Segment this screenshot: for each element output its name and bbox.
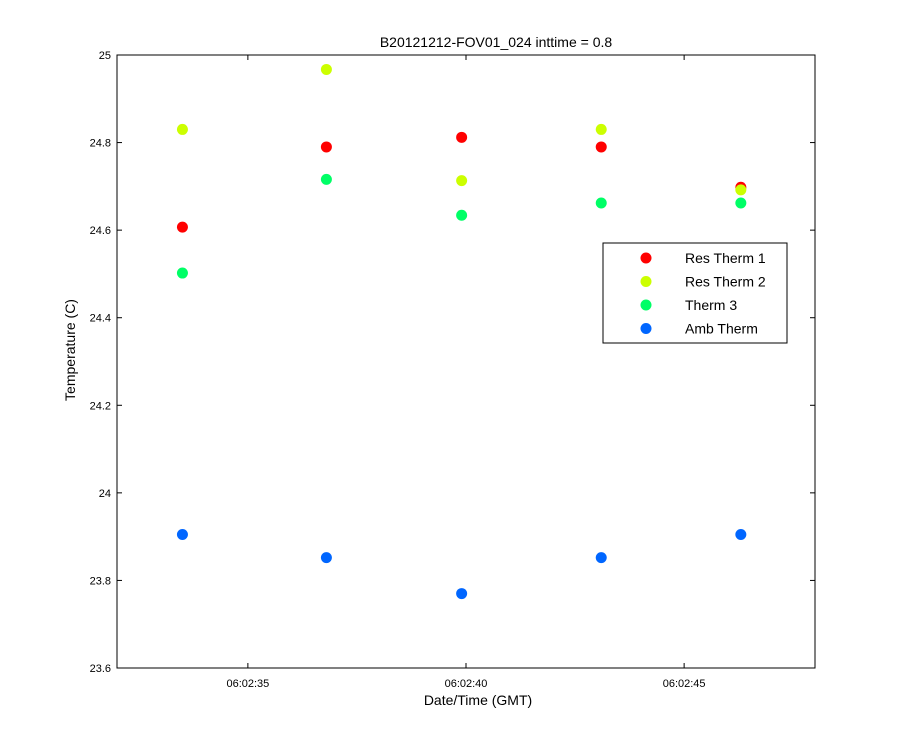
legend-label: Res Therm 2 — [685, 274, 766, 290]
data-point — [320, 141, 332, 153]
data-point — [176, 528, 188, 540]
y-tick-label: 24.4 — [90, 313, 111, 325]
x-tick-label: 06:02:35 — [226, 678, 269, 690]
data-point — [456, 209, 468, 221]
y-tick-label: 23.8 — [90, 575, 111, 587]
x-tick-label: 06:02:45 — [663, 678, 706, 690]
series-4 — [176, 528, 747, 600]
legend: Res Therm 1 Res Therm 2 Therm 3 Amb Therm — [602, 242, 788, 344]
legend-label: Amb Therm — [685, 321, 758, 337]
legend-marker — [640, 299, 652, 311]
y-tick-label: 24 — [99, 488, 111, 500]
data-point — [176, 221, 188, 233]
data-points — [176, 63, 747, 600]
y-axis-title: Temperature (C) — [62, 299, 78, 401]
data-point — [176, 267, 188, 279]
data-point — [595, 141, 607, 153]
chart-title: B20121212-FOV01_024 inttime = 0.8 — [380, 34, 613, 50]
data-point — [456, 175, 468, 187]
data-point — [595, 123, 607, 135]
x-axis-title: Date/Time (GMT) — [424, 692, 532, 708]
series-2 — [176, 63, 747, 196]
data-point — [320, 552, 332, 564]
y-tick-label: 25 — [99, 50, 111, 62]
axis-ticks: 23.6 23.8 24 24.2 24.4 24.6 24.8 25 06:02:35 06:0… — [90, 50, 815, 690]
series-3 — [176, 173, 747, 279]
legend-marker — [640, 252, 652, 264]
y-tick-label: 24.8 — [90, 138, 111, 150]
legend-label: Therm 3 — [685, 297, 737, 313]
data-point — [595, 552, 607, 564]
legend-marker — [640, 276, 652, 287]
plot-area — [116, 54, 816, 669]
data-point — [456, 588, 468, 600]
y-tick-label: 24.6 — [90, 225, 111, 237]
data-point — [456, 131, 468, 143]
data-point — [735, 184, 747, 196]
data-point — [735, 528, 747, 540]
x-tick-label: 06:02:40 — [445, 678, 488, 690]
data-point — [735, 197, 747, 209]
y-tick-label: 23.6 — [90, 663, 111, 675]
y-tick-label: 24.2 — [90, 400, 111, 412]
legend-label: Res Therm 1 — [685, 250, 766, 266]
data-point — [176, 123, 188, 135]
series-1 — [176, 131, 747, 233]
data-point — [320, 63, 332, 75]
legend-box — [602, 242, 788, 344]
legend-marker — [640, 323, 652, 334]
data-point — [320, 173, 332, 185]
data-point — [595, 197, 607, 209]
